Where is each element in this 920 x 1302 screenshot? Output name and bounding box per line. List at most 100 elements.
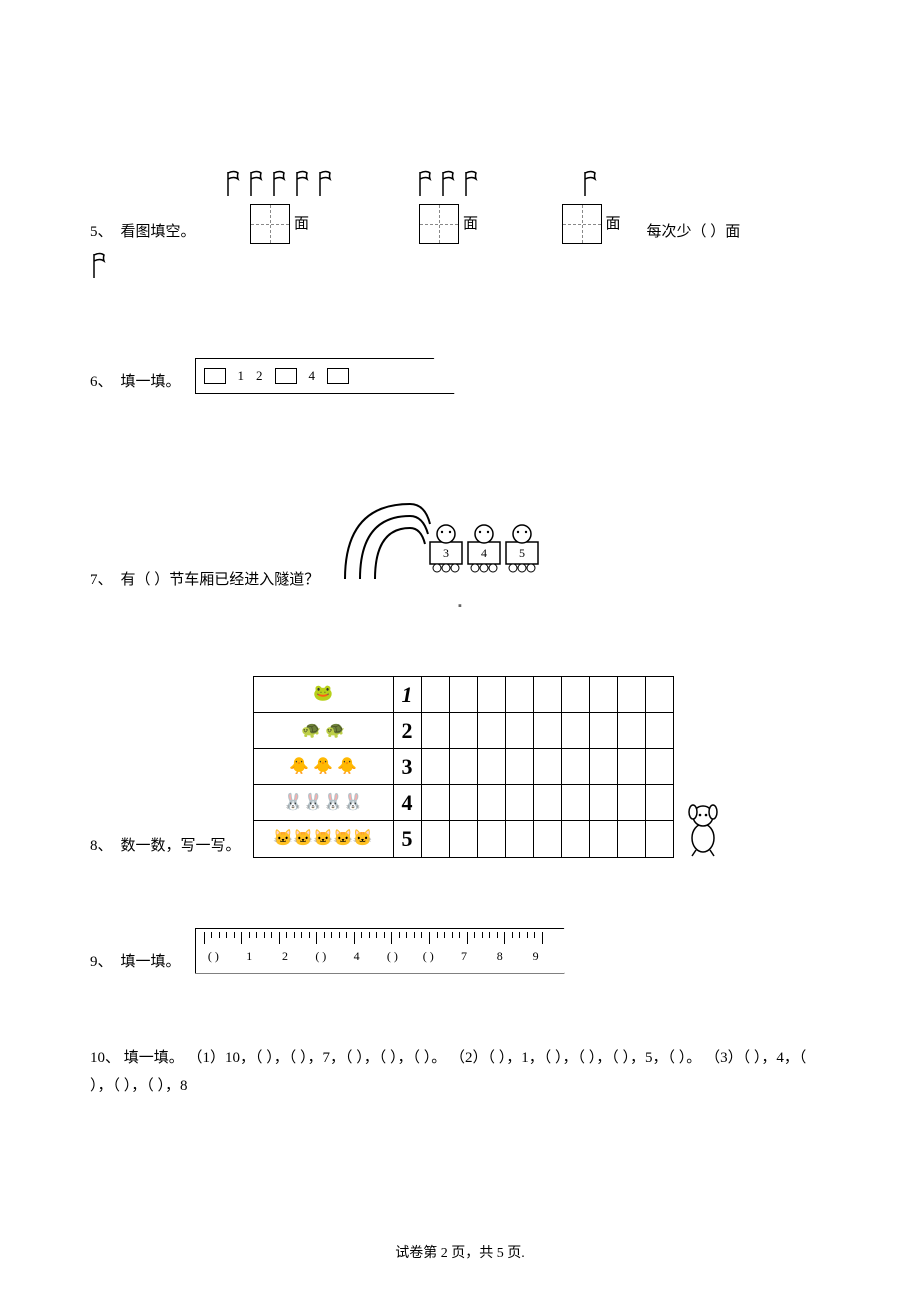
q5-box-row-1: 面: [250, 204, 309, 244]
write-cell[interactable]: [533, 676, 561, 712]
numeral-cell: 4: [393, 785, 421, 821]
write-cell[interactable]: [449, 712, 477, 748]
question-8: 8、 数一数，写一写。 🐸 1 🐢 🐢 2 🐥 🐥 🐥 3: [90, 676, 830, 858]
q5-flags-3: [581, 170, 601, 198]
bus-window[interactable]: [327, 368, 349, 384]
q5-number: 5、: [90, 220, 113, 244]
write-cell[interactable]: [533, 748, 561, 784]
bus-window[interactable]: [275, 368, 297, 384]
flag-icon: [581, 170, 601, 198]
write-cell[interactable]: [589, 821, 617, 857]
box-label: 面: [606, 212, 621, 236]
write-cell[interactable]: [589, 748, 617, 784]
write-cell[interactable]: [561, 748, 589, 784]
footer-page: 2: [441, 1246, 448, 1261]
write-cell[interactable]: [561, 676, 589, 712]
q8-number: 8、: [90, 834, 113, 858]
write-cell[interactable]: [617, 821, 645, 857]
numeral-cell: 1: [393, 676, 421, 712]
numeral-cell: 5: [393, 821, 421, 857]
write-cell[interactable]: [561, 712, 589, 748]
footer-mid: 页，共: [451, 1246, 493, 1261]
write-cell[interactable]: [477, 748, 505, 784]
flag-icon: [293, 170, 313, 198]
bus-diagram: 1 2 4: [195, 358, 455, 394]
write-cell[interactable]: [477, 821, 505, 857]
write-cell[interactable]: [505, 676, 533, 712]
box-label: 面: [463, 212, 478, 236]
write-cell[interactable]: [533, 712, 561, 748]
write-cell[interactable]: [505, 821, 533, 857]
write-cell[interactable]: [645, 821, 673, 857]
pic-cell-bunny: 🐰🐰🐰🐰: [253, 785, 393, 821]
q9-row: 9、 填一填。 ( ) 1 2: [90, 928, 830, 974]
answer-box[interactable]: [419, 204, 459, 244]
write-cell[interactable]: [617, 748, 645, 784]
q10-number: 10、: [90, 1050, 120, 1066]
write-cell[interactable]: [645, 712, 673, 748]
write-cell[interactable]: [477, 785, 505, 821]
question-9: 9、 填一填。 ( ) 1 2: [90, 928, 830, 974]
q5-flags-group-3: 面: [562, 170, 621, 244]
page-footer: 试卷第 2 页，共 5 页.: [0, 1242, 920, 1262]
write-cell[interactable]: [505, 712, 533, 748]
answer-box[interactable]: [250, 204, 290, 244]
ruler-label: ( ): [410, 947, 446, 966]
write-cell[interactable]: [421, 821, 449, 857]
table-row: 🐰🐰🐰🐰 4: [253, 785, 673, 821]
write-cell[interactable]: [477, 676, 505, 712]
q9-number: 9、: [90, 950, 113, 974]
write-cell[interactable]: [589, 712, 617, 748]
question-6: 6、 填一填。 1 2 4: [90, 358, 830, 394]
write-cell[interactable]: [561, 821, 589, 857]
write-cell[interactable]: [533, 785, 561, 821]
table-row: 🐥 🐥 🐥 3: [253, 748, 673, 784]
write-cell[interactable]: [617, 785, 645, 821]
q5-flags-group-1: 面: [224, 170, 336, 244]
pic-cell-turtle: 🐢 🐢: [253, 712, 393, 748]
write-cell[interactable]: [561, 785, 589, 821]
write-cell[interactable]: [645, 748, 673, 784]
ruler-ticks: [204, 932, 550, 944]
write-cell[interactable]: [617, 676, 645, 712]
q6-number: 6、: [90, 370, 113, 394]
ruler-label: ( ): [303, 947, 339, 966]
pic-cell-cat: 🐱🐱🐱🐱🐱: [253, 821, 393, 857]
table-row: 🐸 1: [253, 676, 673, 712]
write-cell[interactable]: [421, 712, 449, 748]
flag-icon: [462, 170, 482, 198]
ruler-labels: ( ) 1 2 ( ) 4 ( ) ( ) 7 8 9: [196, 947, 554, 966]
write-cell[interactable]: [421, 748, 449, 784]
write-cell[interactable]: [449, 785, 477, 821]
write-cell[interactable]: [421, 676, 449, 712]
write-cell[interactable]: [589, 676, 617, 712]
write-cell[interactable]: [449, 748, 477, 784]
ruler-label: ( ): [375, 947, 411, 966]
q6-label: 填一填。: [121, 370, 181, 394]
write-cell[interactable]: [449, 676, 477, 712]
q5-row: 5、 看图填空。 面: [90, 170, 830, 244]
q5-box-row-3: 面: [562, 204, 621, 244]
footer-total: 5: [497, 1246, 504, 1261]
flag-icon: [416, 170, 436, 198]
write-cell[interactable]: [449, 821, 477, 857]
write-cell[interactable]: [533, 821, 561, 857]
bus-window[interactable]: [204, 368, 226, 384]
footer-suffix: 页.: [507, 1246, 525, 1261]
write-cell[interactable]: [645, 676, 673, 712]
q7-row: 7、 有（ ）节车厢已经进入隧道？ 3: [90, 494, 830, 592]
q7-marker: ▪: [90, 598, 830, 616]
q10-label: 填一填。: [124, 1050, 184, 1066]
numeral-cell: 2: [393, 712, 421, 748]
write-cell[interactable]: [477, 712, 505, 748]
q7-number: 7、: [90, 568, 113, 592]
write-cell[interactable]: [645, 785, 673, 821]
write-cell[interactable]: [421, 785, 449, 821]
dog-icon: [678, 798, 728, 858]
write-cell[interactable]: [505, 748, 533, 784]
answer-box[interactable]: [562, 204, 602, 244]
q10-part2: （2）（ ），1，（ ），（ ），（ ），5，（ ）。: [450, 1050, 701, 1066]
write-cell[interactable]: [505, 785, 533, 821]
write-cell[interactable]: [589, 785, 617, 821]
write-cell[interactable]: [617, 712, 645, 748]
